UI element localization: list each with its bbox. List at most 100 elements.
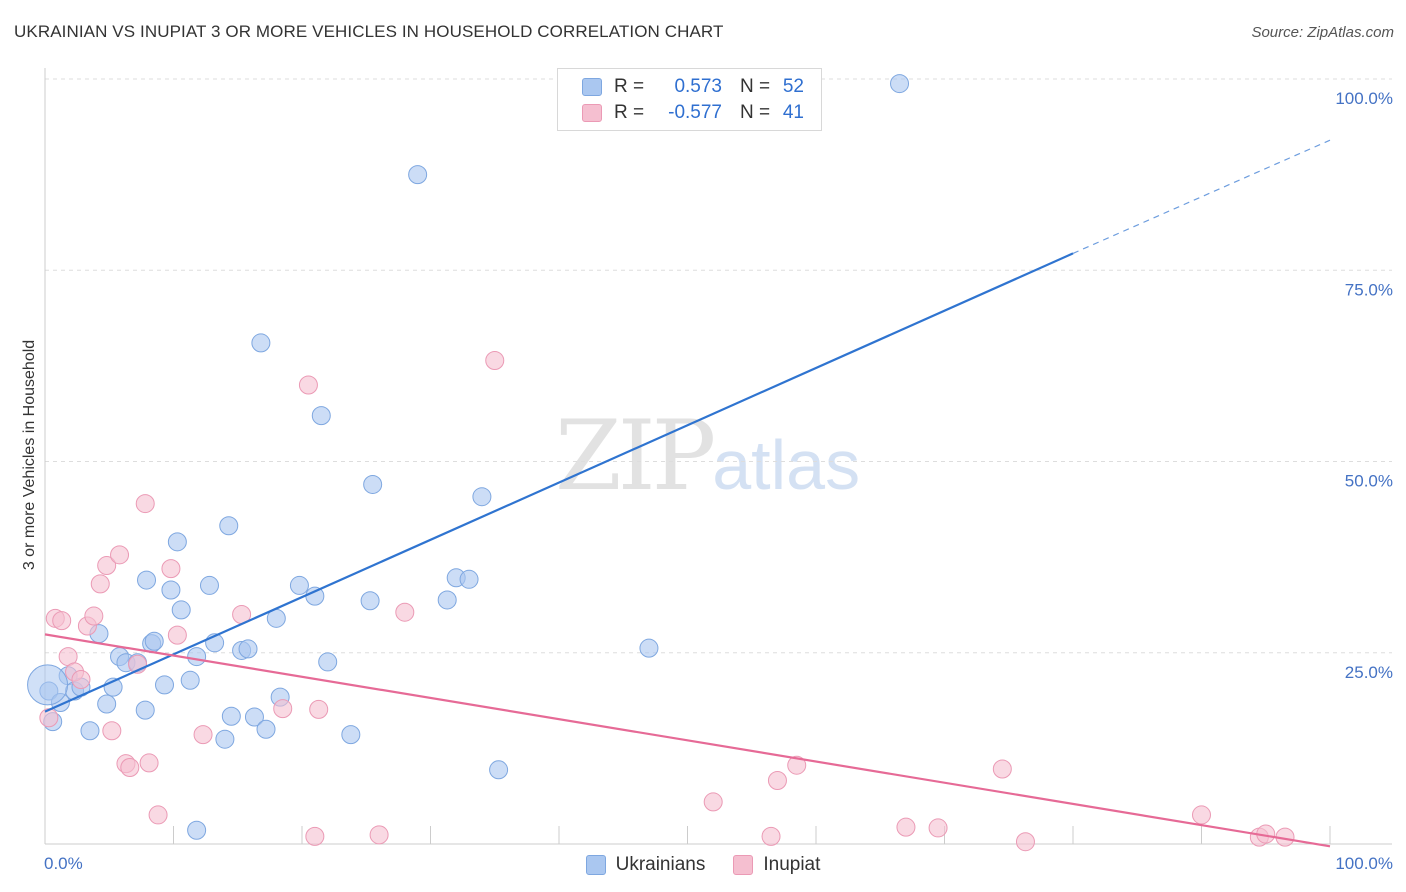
inupiat-point-2 xyxy=(52,611,72,631)
ukrainians-point-27 xyxy=(221,706,241,726)
ukrainians-point-39 xyxy=(341,725,361,745)
ukrainians-point-42 xyxy=(408,165,428,185)
x-tick-label-0: 0.0% xyxy=(44,854,83,873)
ukrainians-point-45 xyxy=(459,569,479,589)
ukrainians-point-17 xyxy=(155,675,175,695)
legend-r-value: 0.573 xyxy=(674,76,722,97)
ukrainians-point-23 xyxy=(199,575,219,595)
ukrainians-point-47 xyxy=(489,760,509,780)
ukrainians-point-19 xyxy=(167,532,187,552)
series-legend-inupiat[interactable]: Inupiat xyxy=(733,854,820,876)
axes xyxy=(44,68,1392,845)
inupiat-point-7 xyxy=(84,606,104,626)
inupiat-point-25 xyxy=(309,699,329,719)
series-legend-ukrainians[interactable]: Ukrainians xyxy=(585,854,706,876)
inupiat-point-11 xyxy=(110,545,130,565)
inupiat-point-16 xyxy=(139,753,159,773)
ukrainians-point-18 xyxy=(161,580,181,600)
legend-swatch-ukrainians xyxy=(582,78,602,96)
ukrainians-point-36 xyxy=(305,586,325,606)
ukrainians-point-38 xyxy=(318,652,338,672)
y-axis-label: 3 or more Vehicles in Household xyxy=(21,340,38,570)
inupiat-point-27 xyxy=(395,602,415,622)
ukrainians-point-21 xyxy=(180,670,200,690)
legend-n-label: N = xyxy=(740,76,771,97)
ukrainians-point-25 xyxy=(215,729,235,749)
series-label-ukrainians: Ukrainians xyxy=(615,854,706,875)
inupiat-point-34 xyxy=(928,818,948,838)
inupiat-point-17 xyxy=(148,805,168,825)
inupiat-point-29 xyxy=(703,792,723,812)
x-tick-label-100: 100.0% xyxy=(1335,854,1393,873)
ukrainians-point-31 xyxy=(251,333,271,353)
ukrainians-point-48 xyxy=(639,638,659,658)
ukrainians-point-40 xyxy=(360,591,380,611)
inupiat-point-19 xyxy=(167,625,187,645)
ukrainians-point-50 xyxy=(187,820,207,840)
inupiat-trend-line xyxy=(44,633,1331,848)
ukrainians-point-6 xyxy=(80,721,100,741)
grid-lines xyxy=(45,78,1392,654)
inupiat-point-18 xyxy=(161,559,181,579)
inupiat-point-24 xyxy=(305,826,325,846)
inupiat-point-31 xyxy=(767,771,787,791)
inupiat-point-10 xyxy=(102,721,122,741)
ukrainians-trend-extension xyxy=(1072,139,1331,254)
series-swatch-inupiat xyxy=(733,855,754,875)
ukrainians-point-29 xyxy=(238,639,258,659)
ukrainians-point-41 xyxy=(363,474,383,494)
watermark-zip: ZIP xyxy=(555,400,716,512)
inupiat-point-0 xyxy=(39,708,59,728)
inupiat-point-36 xyxy=(992,759,1012,779)
ukrainians-point-16 xyxy=(144,631,164,651)
inupiat-point-20 xyxy=(193,725,213,745)
inupiat-point-8 xyxy=(90,574,110,594)
chart-title: UKRAINIAN VS INUPIAT 3 OR MORE VEHICLES … xyxy=(14,22,724,41)
ukrainians-point-37 xyxy=(311,406,331,426)
series-legend: Ukrainians Inupiat xyxy=(0,852,1406,878)
source-credit: Source: ZipAtlas.com xyxy=(1251,24,1394,41)
inupiat-point-23 xyxy=(298,375,318,395)
ukrainians-point-43 xyxy=(437,590,457,610)
y-tick-label-50: 50.0% xyxy=(1345,472,1393,491)
y-tick-label-75: 75.0% xyxy=(1345,280,1393,299)
y-tick-label-100: 100.0% xyxy=(1335,89,1393,108)
y-tick-label-25: 25.0% xyxy=(1345,663,1393,682)
inupiat-point-28 xyxy=(485,351,505,371)
ukrainians-point-51 xyxy=(27,664,69,706)
legend-r-value: -0.577 xyxy=(668,102,722,123)
inupiat-point-5 xyxy=(71,670,91,690)
watermark-atlas: atlas xyxy=(712,426,861,504)
ukrainians-point-14 xyxy=(137,570,157,590)
ukrainians-trend-line xyxy=(44,252,1074,713)
legend-row-inupiat: R = -0.577 N = 41 xyxy=(582,100,804,126)
ukrainians-point-49 xyxy=(890,74,910,94)
watermark: ZIPatlas xyxy=(555,400,860,512)
ukrainians-point-22 xyxy=(187,647,207,667)
inupiat-point-32 xyxy=(787,755,807,775)
data-points xyxy=(27,74,1295,852)
ukrainians-point-26 xyxy=(219,516,239,536)
series-label-inupiat: Inupiat xyxy=(763,854,821,875)
inupiat-point-35 xyxy=(1015,832,1035,852)
inupiat-point-22 xyxy=(273,699,293,719)
inupiat-point-15 xyxy=(135,494,155,514)
legend-r-label: R = xyxy=(614,102,645,123)
inupiat-point-30 xyxy=(761,826,781,846)
ukrainians-point-8 xyxy=(97,694,117,714)
legend-n-value: 52 xyxy=(782,76,804,97)
inupiat-point-33 xyxy=(896,817,916,837)
ukrainians-point-35 xyxy=(289,575,309,595)
series-swatch-ukrainians xyxy=(585,855,606,875)
inupiat-point-26 xyxy=(369,825,389,845)
tick-labels: 25.0% 50.0% 75.0% 100.0% 0.0% 100.0% xyxy=(44,89,1393,873)
trend-lines xyxy=(44,139,1331,848)
ukrainians-point-46 xyxy=(472,487,492,507)
ukrainians-point-13 xyxy=(135,700,155,720)
legend-r-label: R = xyxy=(614,76,645,97)
ukrainians-point-32 xyxy=(256,719,276,739)
correlation-legend: R = 0.573 N = 52 R = -0.577 N = 41 xyxy=(557,68,822,131)
ukrainians-point-20 xyxy=(171,600,191,620)
legend-n-value: 41 xyxy=(782,102,804,123)
